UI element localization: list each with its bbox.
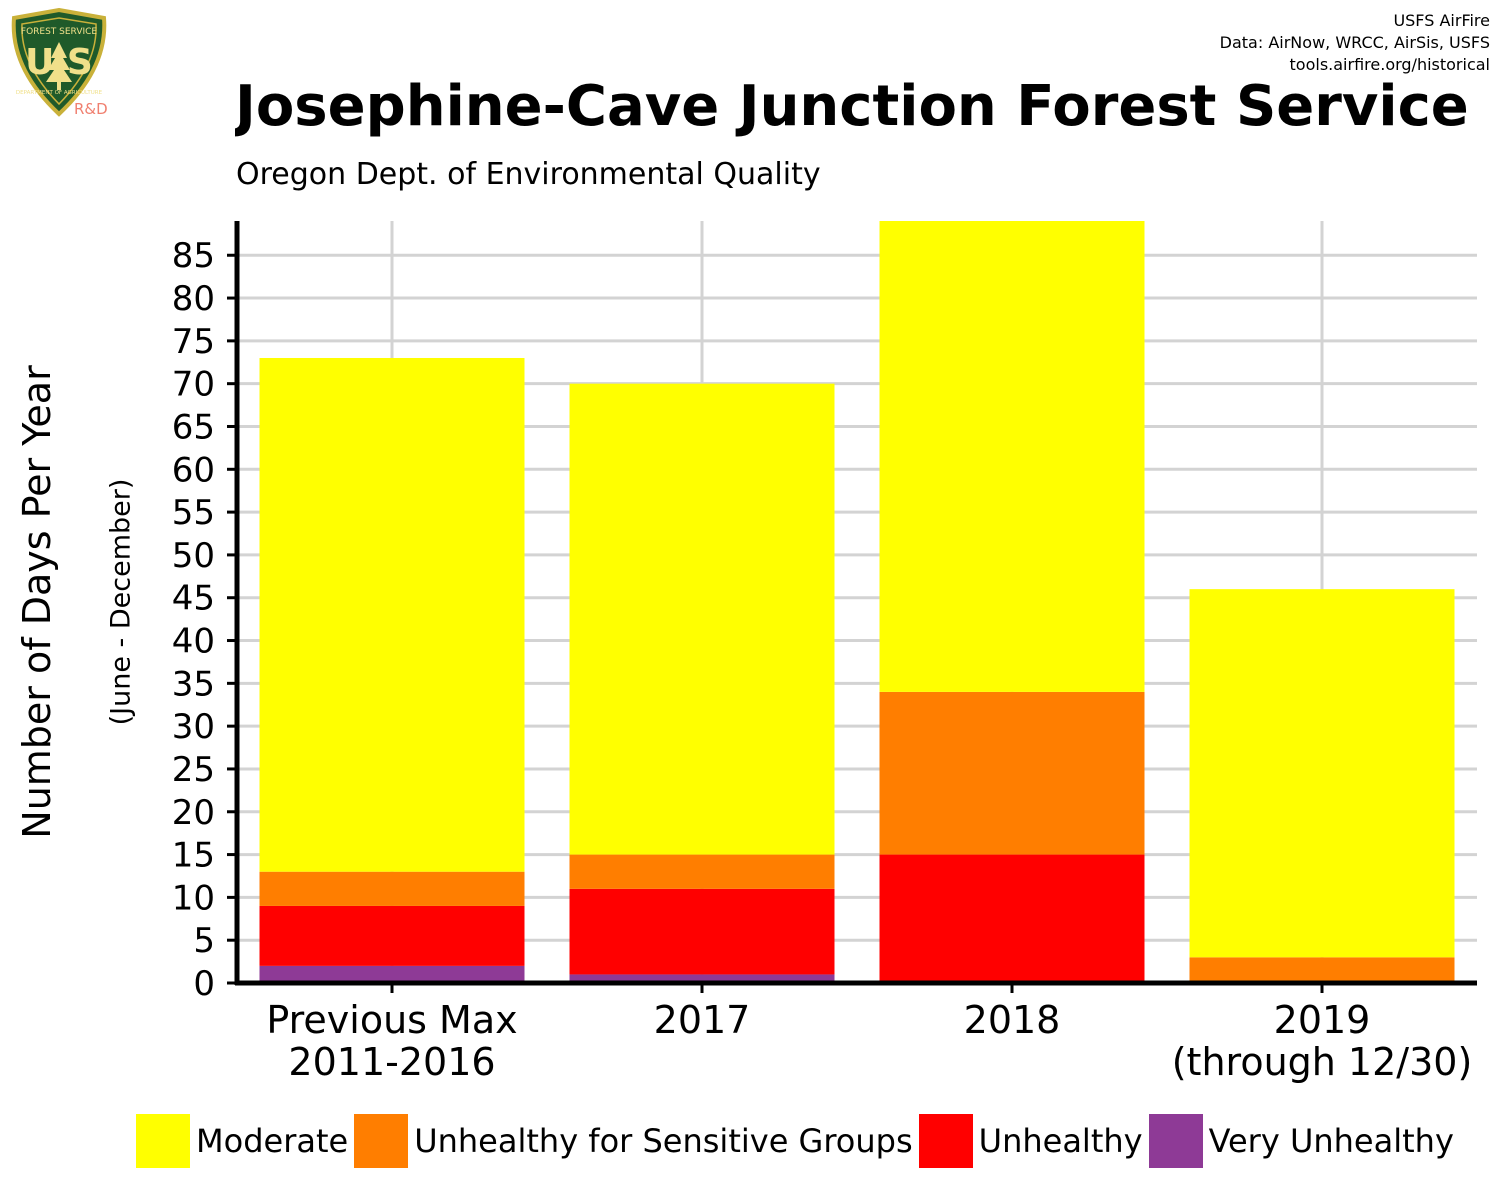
y-tick-label: 80	[172, 279, 215, 319]
y-tick-label: 50	[172, 536, 215, 576]
y-tick-label: 5	[193, 921, 215, 961]
bar-segment	[569, 974, 835, 983]
tree-icon	[46, 42, 72, 82]
legend: Moderate Unhealthy for Sensitive Groups Un…	[136, 1114, 1460, 1168]
y-tick-label: 70	[172, 365, 215, 405]
bar-segment	[569, 383, 835, 855]
logo-tag: R&D	[74, 100, 108, 118]
chart-title: Josephine-Cave Junction Forest Service	[235, 74, 1469, 139]
y-tick-label: 15	[172, 836, 215, 876]
legend-label: Unhealthy for Sensitive Groups	[414, 1122, 913, 1160]
bar-segment	[1189, 957, 1455, 983]
legend-swatch	[918, 1114, 973, 1168]
legend-item: Unhealthy for Sensitive Groups	[354, 1114, 913, 1168]
legend-item: Very Unhealthy	[1148, 1114, 1454, 1168]
y-tick-label: 40	[172, 622, 215, 662]
logo-top-text: FOREST SERVICE	[21, 27, 98, 37]
legend-swatch	[136, 1114, 190, 1168]
y-tick-label: 60	[172, 450, 215, 490]
legend-item: Unhealthy	[918, 1114, 1143, 1168]
y-tick-label: 25	[172, 750, 215, 790]
y-tick-label: 35	[172, 664, 215, 704]
legend-label: Unhealthy	[978, 1122, 1143, 1160]
y-tick-label: 65	[172, 407, 215, 447]
credits: USFS AirFire Data: AirNow, WRCC, AirSis,…	[1220, 10, 1490, 76]
usfs-logo: FOREST SERVICE U S DEPARTMENT OF AGRICUL…	[8, 7, 110, 118]
bar-segment	[879, 854, 1145, 983]
legend-swatch	[1148, 1114, 1203, 1168]
y-tick-label: 10	[172, 878, 215, 918]
legend-label: Moderate	[196, 1122, 349, 1160]
x-tick-label: 2019 (through 12/30)	[1172, 998, 1473, 1084]
legend-swatch	[354, 1114, 409, 1168]
y-tick-label: 30	[172, 707, 215, 747]
x-tick-label: 2018	[964, 998, 1061, 1042]
y-tick-label: 20	[172, 793, 215, 833]
credit-line-2: Data: AirNow, WRCC, AirSis, USFS	[1219, 33, 1490, 52]
legend-label: Very Unhealthy	[1208, 1122, 1454, 1160]
legend-item: Moderate	[136, 1114, 348, 1168]
y-tick-label: 75	[172, 322, 215, 362]
bar-segment	[569, 854, 835, 889]
bar-segment	[259, 905, 525, 966]
bar-segment	[879, 221, 1145, 692]
bar-segment	[259, 965, 525, 983]
x-tick-label: 2017	[654, 998, 751, 1042]
credit-line-1: USFS AirFire	[1393, 11, 1490, 30]
y-tick-label: 0	[193, 964, 215, 1004]
y-tick-label: 45	[172, 579, 215, 619]
bar-segment	[259, 871, 525, 906]
x-tick-label: Previous Max 2011-2016	[266, 998, 517, 1084]
chart-subtitle: Oregon Dept. of Environmental Quality	[236, 157, 821, 192]
y-tick-label: 85	[172, 236, 215, 276]
bar-segment	[569, 888, 835, 975]
y-tick-label: 55	[172, 493, 215, 533]
credit-line-3: tools.airfire.org/historical	[1289, 55, 1490, 74]
bar-segment	[1189, 589, 1455, 958]
bar-segment	[259, 357, 525, 872]
logo-bottom-text: DEPARTMENT OF AGRICULTURE	[16, 90, 103, 96]
shield-icon: FOREST SERVICE U S DEPARTMENT OF AGRICUL…	[11, 7, 107, 117]
bar-segment	[879, 691, 1145, 855]
